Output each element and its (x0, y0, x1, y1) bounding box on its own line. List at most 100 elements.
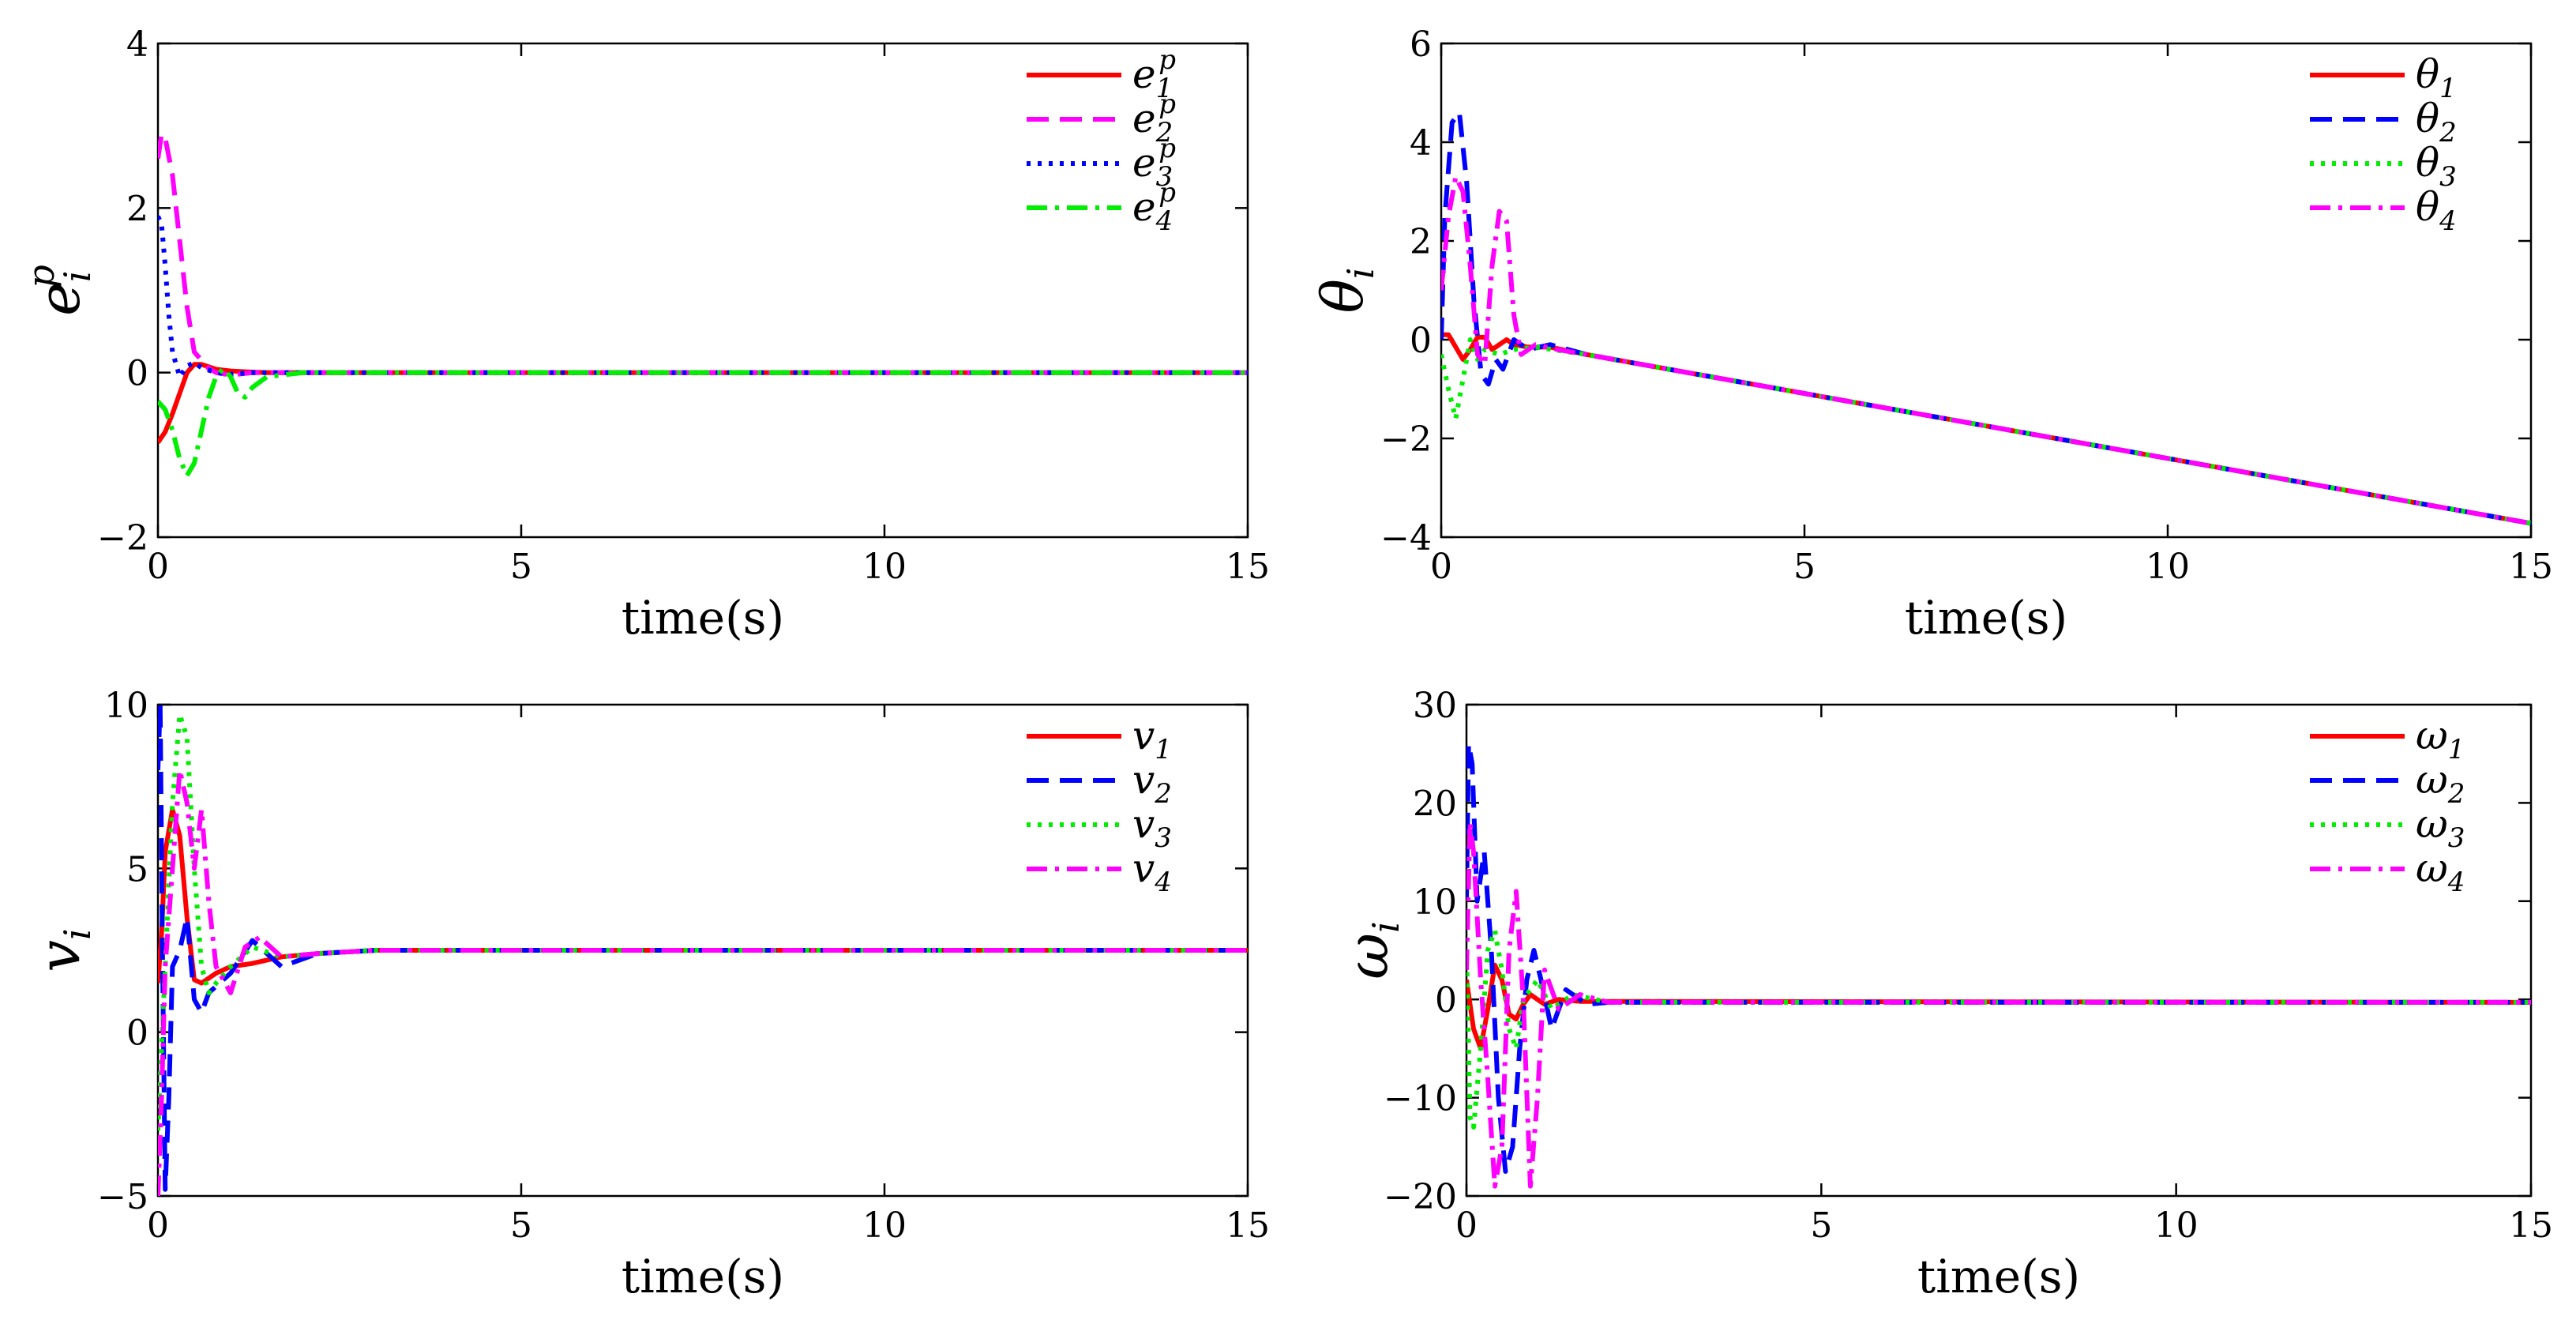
y-tick-label: −4 (1380, 518, 1432, 558)
legend-label-main: e (1132, 96, 1156, 141)
legend-label-sub: 2 (2439, 117, 2457, 149)
legend-label-1: ω1 (2416, 713, 2465, 765)
x-axis-label: time(s) (1917, 1250, 2080, 1303)
y-axis-label: ωi (1335, 921, 1407, 979)
legend-label-2: v2 (1132, 757, 1172, 810)
series-group (158, 131, 1248, 478)
legend-label-3: ω3 (2416, 801, 2465, 854)
legend-label-main: ω (2416, 713, 2448, 758)
x-tick-label: 0 (1430, 547, 1452, 587)
y-tick-label: 4 (1410, 123, 1432, 164)
legend-label-main: v (1132, 801, 1155, 847)
x-tick-label: 0 (1455, 1205, 1478, 1246)
series-line-4 (158, 767, 1248, 1196)
y-axis-label-sub: i (56, 271, 99, 283)
x-tick-label: 15 (2509, 1205, 2553, 1246)
legend-label-main: θ (2416, 140, 2439, 186)
legend-label-3: e3p (1132, 133, 1176, 193)
y-tick-label: 5 (126, 849, 148, 889)
y-tick-label: 0 (1410, 321, 1432, 361)
series-line-2 (158, 705, 1248, 1192)
x-tick-label: 0 (147, 547, 169, 587)
series-line-4 (158, 366, 1248, 478)
legend-label-sup: p (1158, 177, 1176, 209)
x-axis-label: time(s) (621, 1250, 784, 1303)
y-axis-label-main: v (26, 940, 92, 972)
series-line-4 (1466, 820, 2531, 1189)
legend-label-sub: 1 (2448, 734, 2465, 765)
y-tick-label: 0 (126, 1013, 148, 1054)
legend-label-sub: 3 (1155, 822, 1172, 854)
series-group (1466, 741, 2531, 1189)
legend-label-2: e2p (1132, 88, 1176, 149)
plot-area (1440, 42, 2533, 539)
legend-label-main: ω (2416, 845, 2448, 891)
y-axis-label-sub: i (1339, 267, 1382, 279)
y-tick-label: 10 (104, 686, 148, 726)
y-axis-label-sub: i (1365, 921, 1407, 933)
legend-label-sub: 2 (1155, 117, 1173, 149)
legend-label-main: ω (2416, 801, 2448, 847)
legend-label-1: θ1 (2416, 51, 2457, 104)
y-tick-label: 0 (1435, 980, 1457, 1021)
legend-label-sub: 4 (1154, 867, 1172, 898)
legend-label-main: ω (2416, 757, 2448, 803)
y-tick-label: 2 (126, 189, 148, 229)
legend-label-main: e (1132, 51, 1156, 97)
series-line-4 (1441, 174, 2531, 526)
legend-label-1: v1 (1132, 713, 1172, 765)
series-line-2 (1441, 110, 2531, 526)
x-tick-label: 0 (147, 1205, 169, 1246)
legend-label-sup: p (1158, 133, 1176, 164)
legend-label-sub: 2 (1154, 778, 1172, 810)
y-tick-label: 4 (126, 24, 148, 65)
y-tick-label: −20 (1384, 1177, 1457, 1217)
x-tick-label: 10 (2154, 1205, 2199, 1246)
legend-label-4: ω4 (2416, 845, 2465, 898)
legend-label-sup: p (1158, 88, 1176, 120)
series-group (158, 705, 1248, 1196)
y-tick-label: −5 (97, 1177, 148, 1217)
y-tick-label: 20 (1413, 784, 1457, 824)
legend-label-main: e (1132, 184, 1156, 230)
legend-label-main: θ (2416, 184, 2439, 230)
legend-label-sub: 4 (2439, 205, 2457, 237)
x-tick-label: 10 (862, 547, 907, 587)
legend-label-main: v (1132, 845, 1155, 891)
legend-label-sub: 1 (1155, 734, 1172, 765)
x-tick-label: 15 (1226, 547, 1270, 587)
legend-label-sub: 3 (2439, 161, 2457, 193)
y-axis-label-main: ω (1335, 933, 1401, 980)
legend-label-sub: 1 (1156, 73, 1173, 104)
y-tick-label: −2 (97, 518, 148, 558)
series-group (1441, 110, 2531, 526)
x-tick-label: 5 (510, 1205, 532, 1246)
y-tick-label: 2 (1410, 222, 1432, 262)
legend-label-sub: 4 (1155, 205, 1173, 237)
x-axis-label: time(s) (621, 591, 784, 645)
legend-label-main: e (1132, 140, 1156, 186)
y-tick-label: 0 (126, 354, 148, 394)
series-line-2 (158, 131, 1248, 378)
x-axis-label: time(s) (1905, 591, 2067, 645)
legend-label-1: e1p (1132, 44, 1176, 104)
y-axis-label-sup: p (20, 265, 62, 288)
y-tick-label: 30 (1413, 686, 1457, 726)
x-tick-label: 5 (510, 547, 532, 587)
y-axis-label: eip (20, 265, 99, 316)
x-tick-label: 15 (1226, 1205, 1270, 1246)
plot-area (156, 42, 1249, 539)
x-tick-label: 10 (862, 1205, 907, 1246)
y-axis-label-main: θ (1309, 279, 1376, 313)
y-axis-label: vi (26, 928, 99, 972)
